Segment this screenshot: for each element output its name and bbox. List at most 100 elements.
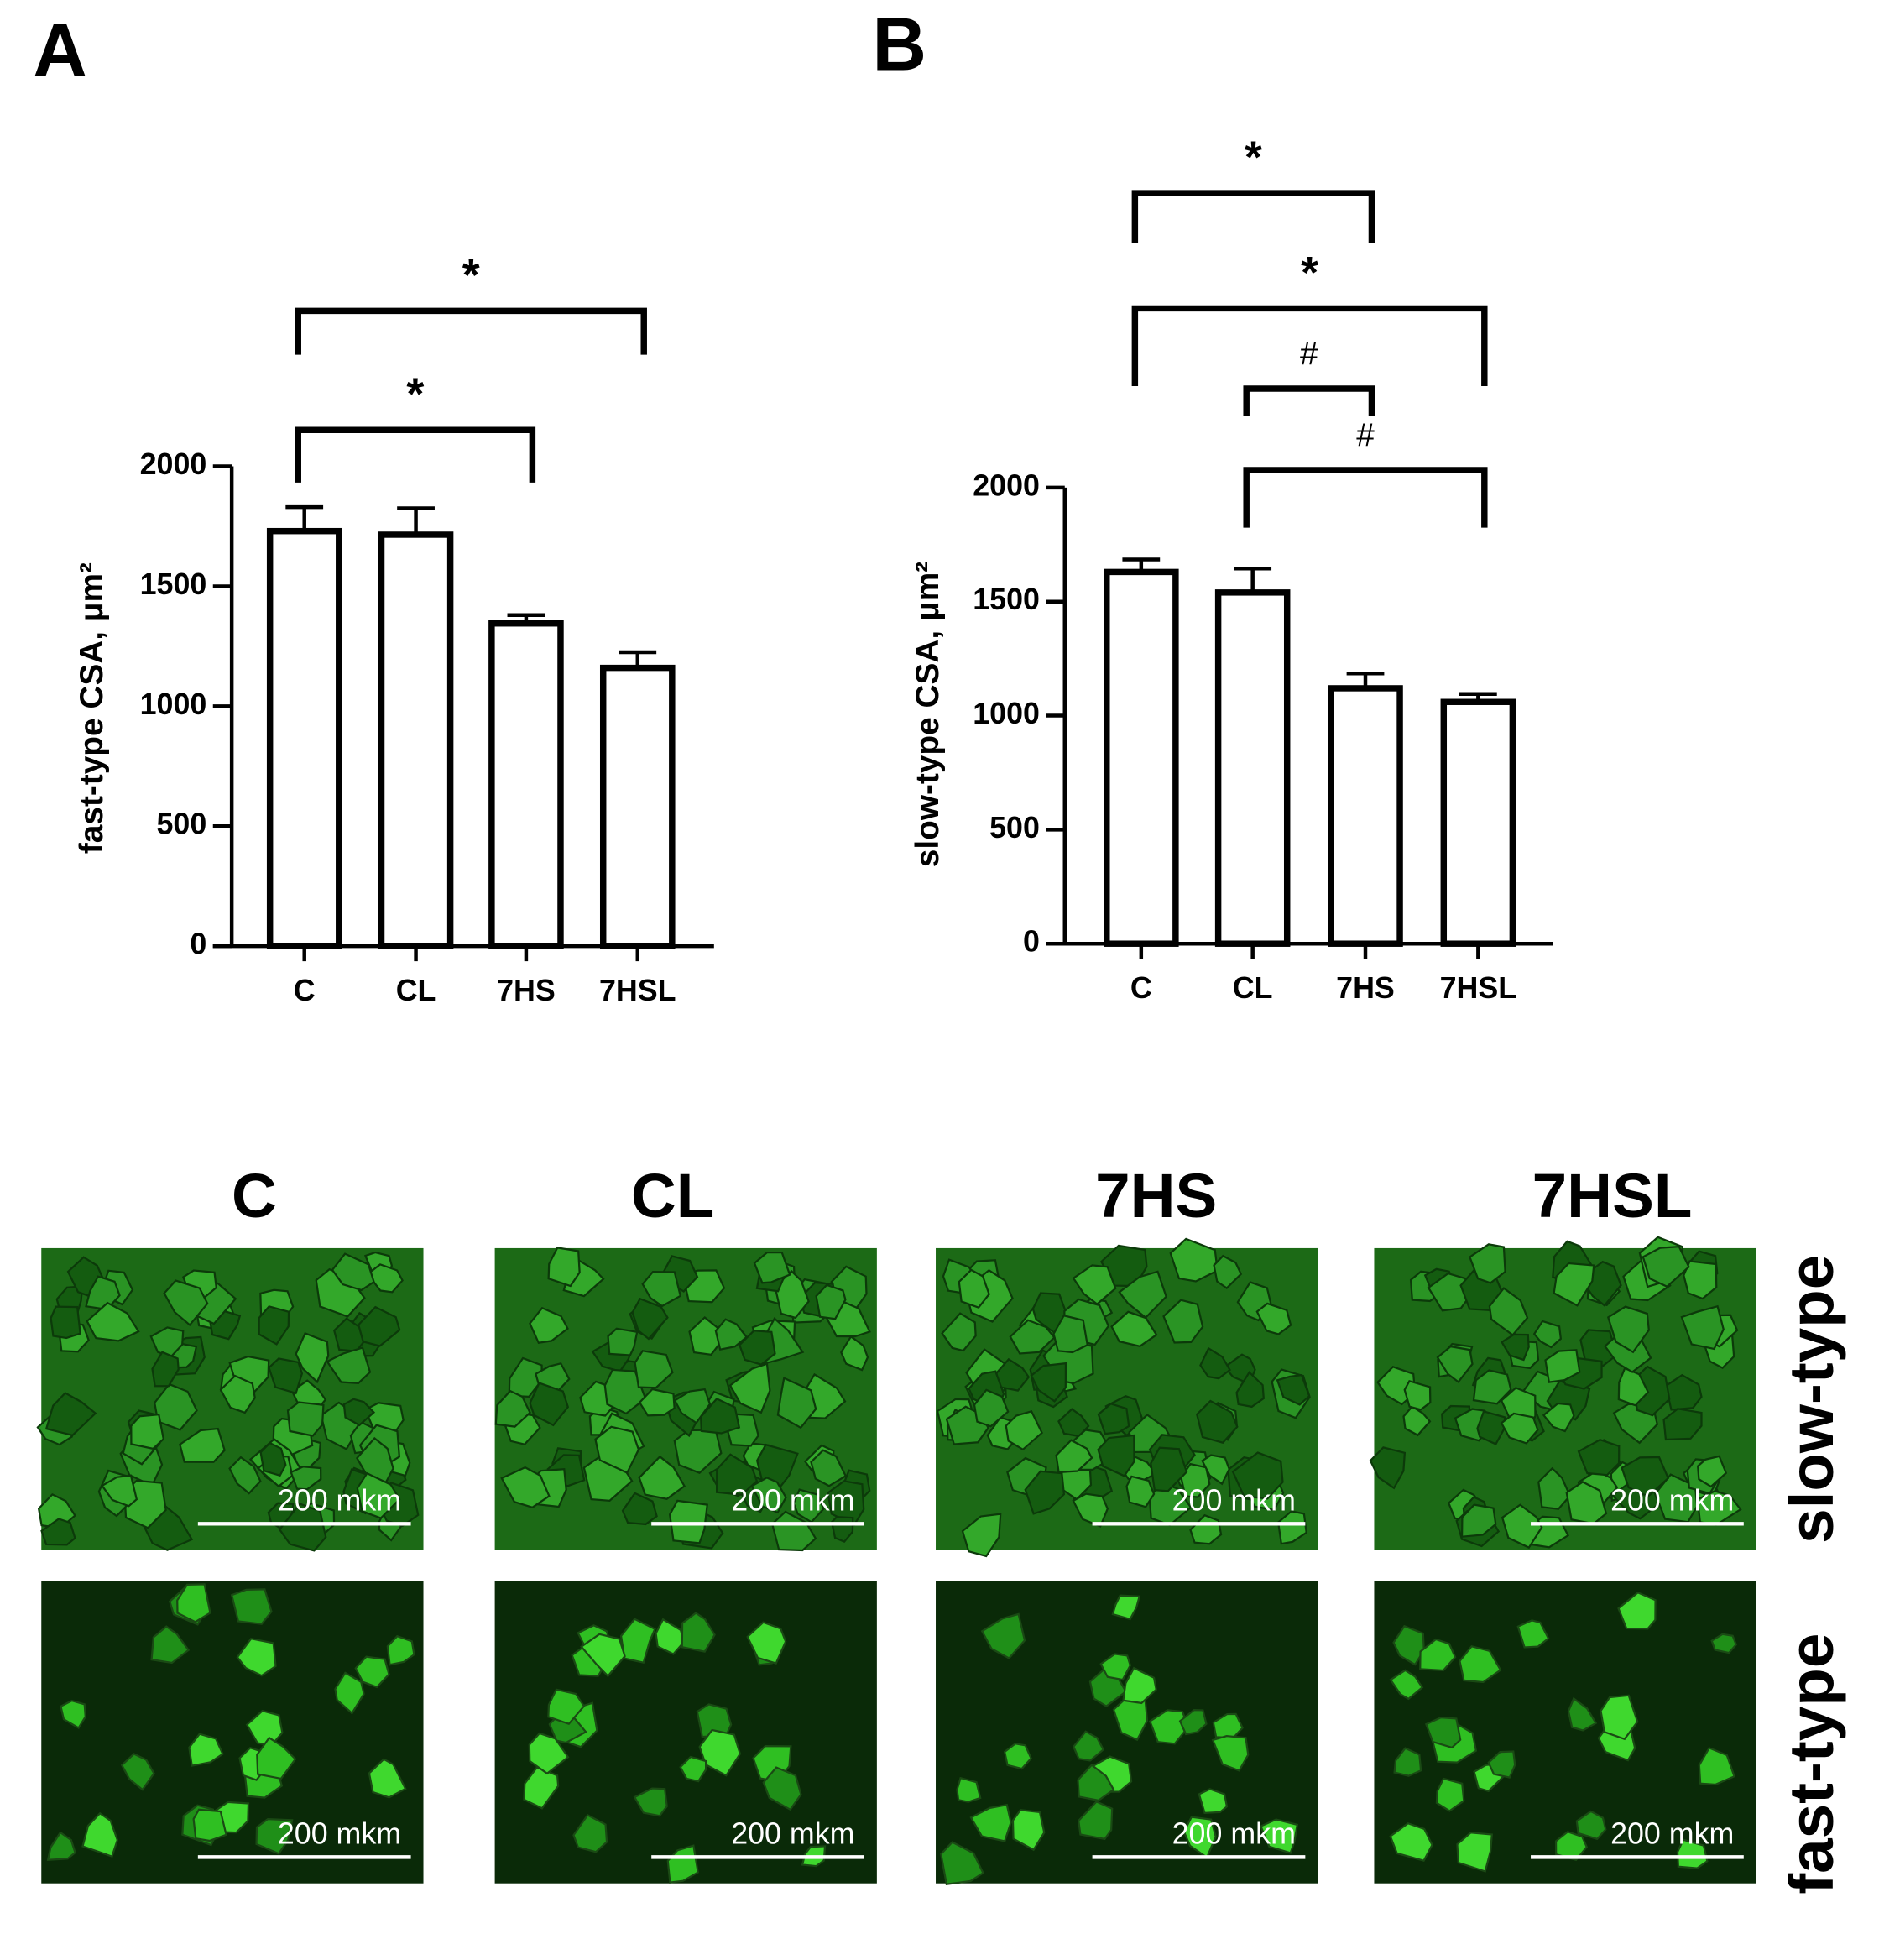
- significance-bracket: [1131, 305, 1488, 386]
- fiber: [961, 1513, 1002, 1558]
- fiber: [1501, 1503, 1543, 1550]
- fiber: [1500, 1412, 1539, 1445]
- x-tick-label: C: [294, 974, 316, 1007]
- fiber: [638, 1455, 686, 1500]
- fiber: [603, 1368, 647, 1415]
- fiber: [342, 1398, 376, 1427]
- micrograph: 200 mkm: [41, 1581, 424, 1884]
- fiber: [634, 1350, 674, 1389]
- column-title: 7HS: [1095, 1160, 1217, 1231]
- fiber: [151, 1351, 180, 1388]
- fiber: [1460, 1503, 1497, 1538]
- micrograph: 200 mkm: [936, 1581, 1318, 1886]
- fiber: [386, 1634, 415, 1666]
- micrograph: 200 mkm: [1374, 1581, 1756, 1884]
- fiber: [1575, 1810, 1607, 1841]
- y-tick-label: 1000: [973, 697, 1040, 730]
- x-tick-label: 7HSL: [1440, 971, 1517, 1005]
- bar: [1328, 685, 1403, 947]
- bar: [599, 664, 676, 949]
- fiber: [941, 1312, 977, 1352]
- fiber: [120, 1753, 155, 1791]
- micrograph: 200 mkm: [494, 1247, 877, 1552]
- fiber: [762, 1766, 802, 1811]
- fiber: [295, 1332, 330, 1384]
- fiber: [508, 1356, 543, 1398]
- fiber: [1005, 1409, 1043, 1451]
- fiber: [1072, 1492, 1109, 1528]
- fiber: [633, 1787, 668, 1817]
- fiber: [1122, 1666, 1157, 1705]
- fiber: [956, 1776, 982, 1803]
- fiber: [1178, 1708, 1208, 1736]
- fiber: [1030, 1362, 1067, 1403]
- scale-bar-label: 200 mkm: [1172, 1816, 1296, 1850]
- row-title: slow-type: [1776, 1255, 1846, 1544]
- fiber: [1697, 1455, 1728, 1488]
- fiber: [1078, 1801, 1114, 1841]
- fiber: [714, 1318, 749, 1351]
- scale-bar-label: 200 mkm: [278, 1816, 401, 1850]
- fiber: [1011, 1809, 1046, 1852]
- row-title: fast-type: [1776, 1633, 1846, 1895]
- micrograph: 200 mkm: [1369, 1236, 1756, 1550]
- fiber: [1111, 1594, 1141, 1621]
- fiber: [368, 1758, 407, 1799]
- scale-bar-label: 200 mkm: [1610, 1483, 1734, 1517]
- fiber: [973, 1388, 1010, 1428]
- fiber: [1606, 1305, 1650, 1354]
- fiber: [547, 1247, 581, 1288]
- fiber: [60, 1699, 86, 1729]
- fiber: [572, 1813, 608, 1853]
- fiber: [154, 1382, 198, 1431]
- fiber: [192, 1808, 227, 1842]
- y-tick-label: 2000: [140, 447, 207, 481]
- fiber: [594, 1425, 640, 1475]
- significance-bracket: [295, 307, 647, 355]
- column-title: 7HSL: [1532, 1160, 1693, 1231]
- fiber: [666, 1844, 699, 1884]
- fiber: [810, 1449, 848, 1487]
- y-tick-label: 500: [989, 811, 1040, 844]
- fiber: [1148, 1709, 1190, 1745]
- fiber: [1516, 1619, 1550, 1649]
- fiber: [1468, 1243, 1506, 1284]
- fiber: [1617, 1367, 1650, 1407]
- fiber: [547, 1688, 586, 1726]
- fiber: [286, 1401, 325, 1437]
- fiber: [1196, 1399, 1239, 1445]
- fiber: [1255, 1302, 1292, 1335]
- fiber: [815, 1283, 847, 1320]
- fiber: [1567, 1696, 1598, 1732]
- fiber: [130, 1413, 165, 1450]
- fiber: [715, 1453, 759, 1496]
- fiber: [1389, 1821, 1433, 1863]
- column-title: C: [232, 1160, 277, 1231]
- fiber: [1600, 1694, 1639, 1741]
- fiber: [331, 1252, 375, 1292]
- fiber: [101, 1474, 138, 1508]
- fiber: [1532, 1320, 1563, 1349]
- fiber: [1419, 1638, 1457, 1672]
- micrograph: 200 mkm: [936, 1237, 1318, 1558]
- fiber: [1072, 1730, 1105, 1762]
- fiber: [494, 1389, 531, 1428]
- y-axis-label: fast-type CSA, μm²: [74, 562, 110, 854]
- fiber: [700, 1397, 741, 1435]
- fiber: [81, 1811, 119, 1858]
- fiber: [1476, 1410, 1506, 1445]
- y-tick-label: 1500: [973, 583, 1040, 616]
- bar: [488, 620, 564, 949]
- significance-mark: *: [1301, 248, 1318, 298]
- scale-bar-label: 200 mkm: [278, 1483, 401, 1517]
- fiber: [356, 1471, 401, 1519]
- fiber: [1072, 1264, 1117, 1306]
- fiber: [179, 1427, 226, 1463]
- fiber: [1459, 1645, 1502, 1684]
- fiber: [334, 1671, 365, 1715]
- y-tick-label: 1500: [140, 567, 207, 601]
- column-title: CL: [631, 1160, 714, 1231]
- fiber: [44, 1392, 97, 1437]
- fiber: [1199, 1346, 1231, 1380]
